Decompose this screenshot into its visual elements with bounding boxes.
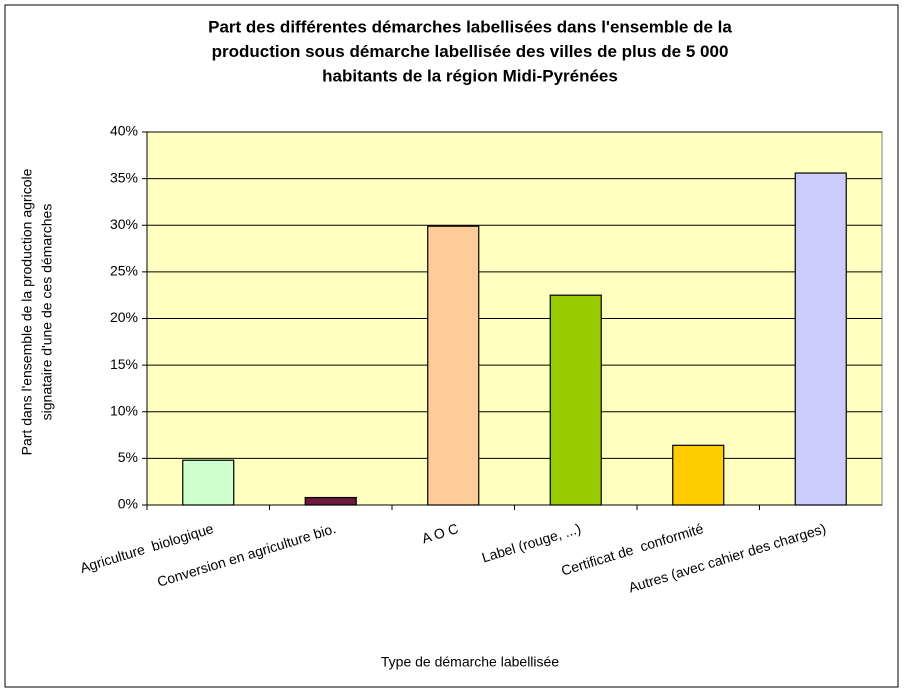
bar [427, 225, 480, 506]
y-tick-label: 35% [110, 169, 138, 185]
bar [672, 444, 725, 506]
y-tick-label: 15% [110, 356, 138, 372]
y-tick-label: 40% [110, 123, 138, 139]
x-axis-label: Type de démarche labellisée [381, 654, 559, 670]
y-tick-label: 10% [110, 402, 138, 418]
y-axis-label: Part dans l'ensemble de la production ag… [19, 168, 35, 455]
chart-title: production sous démarche labellisée des … [212, 42, 729, 61]
chart-title: habitants de la région Midi-Pyrénées [322, 66, 618, 85]
y-tick-label: 30% [110, 216, 138, 232]
y-tick-label: 5% [118, 449, 138, 465]
bar [549, 294, 602, 506]
y-axis-label: signataire d'une de ces démarches [39, 204, 55, 421]
chart-title: Part des différentes démarches labellisé… [208, 17, 732, 36]
bar [304, 496, 357, 506]
bar [794, 172, 847, 506]
bar [182, 459, 235, 506]
y-tick-label: 0% [118, 496, 138, 512]
y-tick-label: 20% [110, 309, 138, 325]
y-tick-label: 25% [110, 263, 138, 279]
